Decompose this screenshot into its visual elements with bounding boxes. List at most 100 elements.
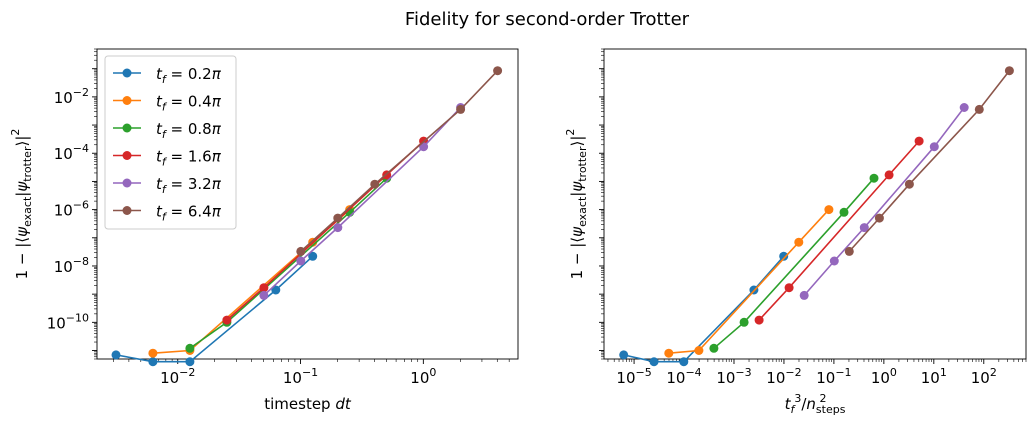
data-point (308, 251, 318, 261)
series-tf-6-4 (296, 66, 503, 256)
y-tick-label: 10−10 (47, 311, 89, 332)
data-point (694, 346, 704, 355)
legend-label: tf = 6.4π (156, 203, 222, 224)
data-point (974, 104, 984, 114)
legend-label: tf = 3.2π (156, 175, 222, 196)
legend-item: tf = 3.2π (113, 175, 222, 196)
legend-marker (122, 96, 132, 105)
legend-marker (122, 206, 132, 215)
data-point (296, 246, 306, 256)
legend-marker (122, 123, 132, 133)
data-point (859, 223, 869, 233)
x-axis-label: tf3/nsteps2 (785, 392, 846, 416)
legend-item: tf = 0.4π (113, 93, 222, 114)
data-point (1004, 66, 1014, 76)
legend-marker (122, 151, 132, 160)
legend-label: tf = 0.2π (156, 65, 222, 86)
series-tf-1-6 (754, 136, 924, 325)
data-point (679, 357, 689, 367)
data-point (784, 283, 794, 293)
legend-label: tf = 1.6π (156, 148, 222, 169)
data-point (148, 348, 158, 358)
left-chart: 10−2 10−1 100 10−10 10−8 10−6 10−4 10−2 timestep… (9, 48, 519, 413)
series-line (713, 177, 875, 349)
data-point (185, 357, 195, 367)
y-tick-label: 10−6 (54, 199, 89, 220)
x-tick-label: 10−1 (283, 366, 318, 387)
data-point (456, 104, 466, 114)
y-tick-label: 10−4 (54, 142, 89, 163)
data-point (664, 348, 674, 358)
data-point (709, 343, 719, 353)
plot-frame (603, 48, 1027, 360)
x-tick-label: 10−5 (616, 366, 651, 387)
series-tf-3-2 (799, 103, 969, 300)
legend-marker (122, 68, 132, 78)
data-point (929, 142, 939, 152)
x-tick-label: 100 (871, 366, 897, 387)
data-point (222, 315, 232, 325)
x-tick-label: 10−3 (716, 366, 751, 387)
data-point (839, 207, 849, 217)
data-point (619, 350, 629, 360)
data-point (779, 251, 789, 261)
data-point (884, 170, 894, 180)
series-tf-0-2 (111, 251, 318, 367)
data-point (296, 256, 306, 266)
series-line (189, 177, 388, 349)
y-axis-label: 1 − |⟨ψexact|ψtrotter⟩|2 (9, 129, 34, 280)
x-tick-label: 100 (410, 366, 436, 387)
series-tf-0-2 (619, 251, 789, 367)
data-point (333, 213, 343, 223)
x-tick-label: 10−2 (160, 366, 195, 387)
data-point (799, 290, 809, 300)
legend-box (104, 55, 237, 230)
data-point (869, 173, 879, 183)
series-line (848, 70, 1011, 252)
x-axis-label: timestep dt (264, 395, 352, 413)
data-point (370, 179, 380, 189)
data-point (148, 357, 158, 367)
series-line (668, 209, 830, 354)
y-tick-label: 10−8 (54, 255, 89, 276)
data-point (844, 246, 854, 256)
series-line (758, 140, 920, 321)
series-tf-0-8 (709, 173, 879, 353)
data-point (874, 213, 884, 223)
x-tick-label: 10−1 (816, 366, 851, 387)
legend-item: tf = 1.6π (113, 148, 222, 169)
right-chart: 10−5 10−4 10−3 10−2 10−1 100 101 102 tf3/nsteps2… (564, 48, 1027, 416)
data-point (829, 256, 839, 266)
legend-item: tf = 0.2π (113, 65, 222, 86)
series-line (803, 107, 965, 296)
data-point (259, 290, 269, 300)
series-tf-0-4 (664, 205, 834, 358)
x-tick-label: 10−2 (766, 366, 801, 387)
legend: tf = 0.2π tf = 0.4π tf = 0.8π tf = 1.6π tf =… (104, 55, 237, 230)
x-tick-label: 10−4 (666, 366, 701, 387)
data-point (824, 205, 834, 215)
data-point (914, 136, 924, 146)
plot-frame (96, 48, 519, 360)
series-line (152, 208, 351, 354)
series-tf-3-2 (259, 103, 466, 300)
legend-item: tf = 6.4π (113, 203, 222, 224)
data-point (493, 66, 503, 76)
data-point (739, 317, 749, 327)
y-axis-label: 1 − |⟨ψexact|ψtrotter⟩|2 (564, 129, 589, 280)
data-point (271, 285, 281, 295)
legend-label: tf = 0.8π (156, 120, 222, 141)
figure-title: Fidelity for second-order Trotter (405, 9, 690, 30)
legend-label: tf = 0.4π (156, 93, 222, 114)
series-line (300, 70, 499, 252)
legend-marker (122, 178, 132, 188)
data-point (904, 179, 914, 189)
data-point (959, 103, 969, 112)
series-tf-6-4 (844, 66, 1014, 256)
x-tick-label: 101 (921, 366, 947, 387)
data-point (794, 237, 804, 247)
data-point (111, 350, 121, 360)
data-point (185, 343, 195, 353)
data-point (259, 283, 269, 293)
